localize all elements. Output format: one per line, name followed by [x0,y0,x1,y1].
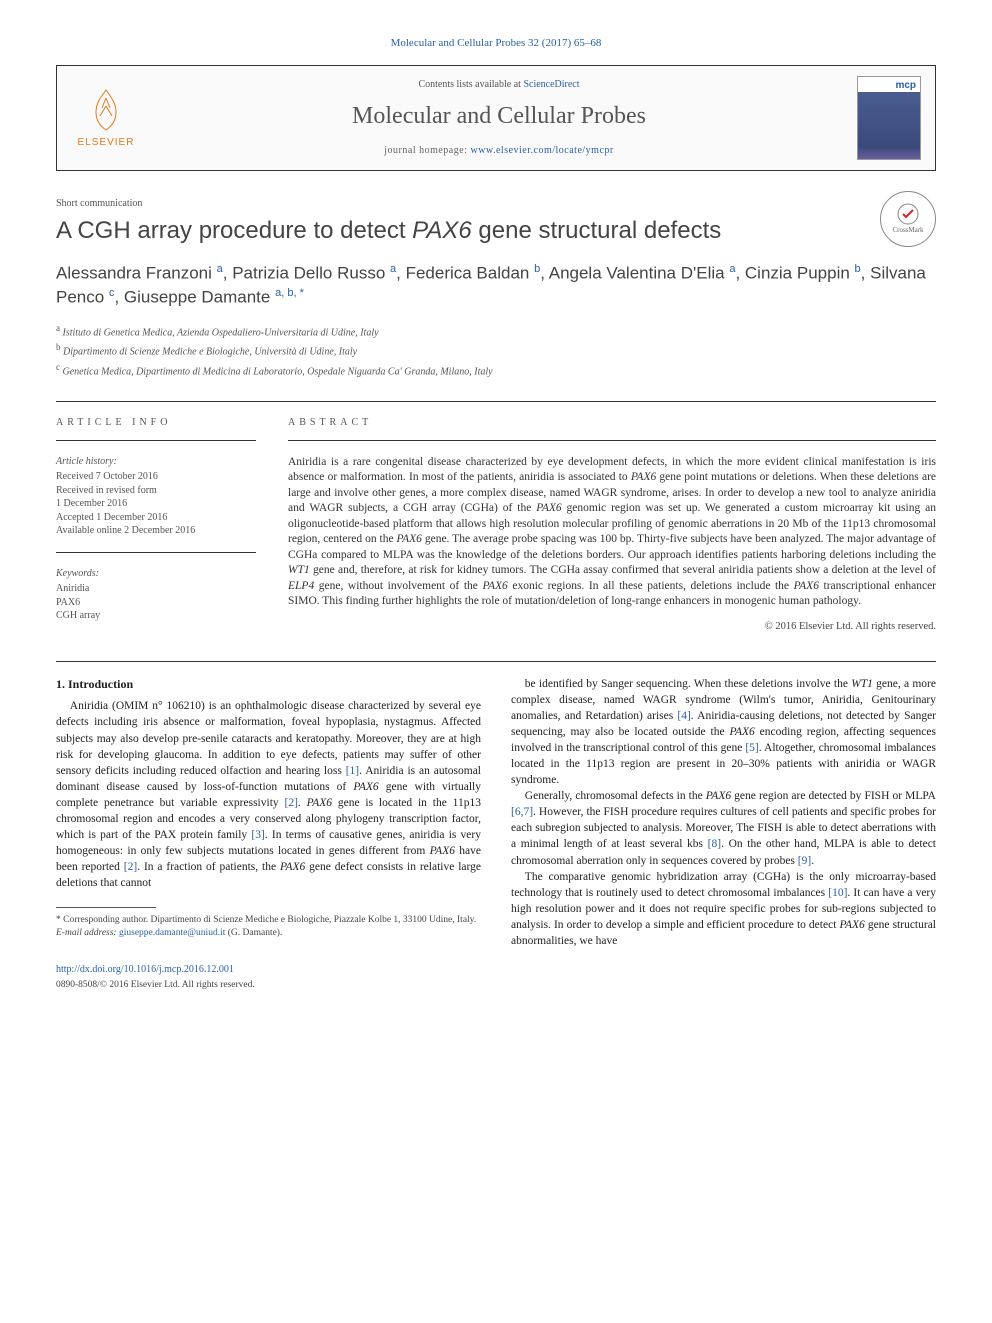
article-info-heading: ARTICLE INFO [56,416,256,430]
article-title: A CGH array procedure to detect PAX6 gen… [56,216,936,246]
paragraph: be identified by Sanger sequencing. When… [511,676,936,789]
divider [288,440,936,441]
footnote-corr: * Corresponding author. Dipartimento di … [56,914,481,926]
homepage-prefix: journal homepage: [384,145,470,156]
email-label: E-mail address: [56,928,117,938]
body-text: 1. Introduction Aniridia (OMIM n° 106210… [56,676,936,950]
journal-title: Molecular and Cellular Probes [159,100,839,132]
article-history: Article history: Received 7 October 2016… [56,455,256,538]
article-type: Short communication [56,197,936,211]
history-line: Received in revised form [56,484,256,498]
history-line: Accepted 1 December 2016 [56,511,256,525]
email-name: (G. Damante). [228,928,283,938]
journal-header: ELSEVIER Contents lists available at Sci… [56,65,936,171]
divider [56,440,256,441]
history-line: 1 December 2016 [56,497,256,511]
keyword: Aniridia [56,582,256,596]
article-info-column: ARTICLE INFO Article history: Received 7… [56,416,256,637]
history-label: Article history: [56,455,256,469]
abstract-copyright: © 2016 Elsevier Ltd. All rights reserved… [288,620,936,634]
divider [56,552,256,553]
divider [56,661,936,662]
keyword: CGH array [56,609,256,623]
sciencedirect-link[interactable]: ScienceDirect [523,79,579,90]
abstract-text: Aniridia is a rare congenital disease ch… [288,455,936,610]
header-center: Contents lists available at ScienceDirec… [159,78,839,157]
keywords-block: Keywords: Aniridia PAX6 CGH array [56,567,256,623]
crossmark-label: CrossMark [892,226,923,235]
homepage-line: journal homepage: www.elsevier.com/locat… [159,144,839,158]
info-abstract-row: ARTICLE INFO Article history: Received 7… [56,416,936,637]
keyword: PAX6 [56,596,256,610]
paragraph: Aniridia (OMIM n° 106210) is an ophthalm… [56,698,481,891]
journal-reference: Molecular and Cellular Probes 32 (2017) … [56,36,936,51]
journal-cover-thumb[interactable] [857,76,921,160]
elsevier-logo[interactable]: ELSEVIER [71,78,141,158]
authors: Alessandra Franzoni a, Patrizia Dello Ru… [56,262,936,309]
abstract-heading: ABSTRACT [288,416,936,430]
contents-prefix: Contents lists available at [418,79,523,90]
contents-line: Contents lists available at ScienceDirec… [159,78,839,92]
doi-link[interactable]: http://dx.doi.org/10.1016/j.mcp.2016.12.… [56,963,936,977]
crossmark-icon [896,202,920,226]
affiliations: a Istituto di Genetica Medica, Azienda O… [56,322,936,379]
keywords-label: Keywords: [56,567,256,581]
tree-icon [82,86,130,134]
history-line: Available online 2 December 2016 [56,524,256,538]
footnote-separator [56,907,156,908]
footnote-email: E-mail address: giuseppe.damante@uniud.i… [56,927,481,939]
paragraph: Generally, chromosomal defects in the PA… [511,788,936,868]
crossmark-badge[interactable]: CrossMark [880,191,936,247]
history-line: Received 7 October 2016 [56,470,256,484]
affiliation: b Dipartimento di Scienze Mediche e Biol… [56,341,936,359]
elsevier-label: ELSEVIER [78,136,135,150]
section-heading: 1. Introduction [56,676,481,693]
abstract-column: ABSTRACT Aniridia is a rare congenital d… [288,416,936,637]
corresponding-author-footnote: * Corresponding author. Dipartimento di … [56,914,481,939]
affiliation: a Istituto di Genetica Medica, Azienda O… [56,322,936,340]
homepage-link[interactable]: www.elsevier.com/locate/ymcpr [470,145,613,156]
divider [56,401,936,402]
email-link[interactable]: giuseppe.damante@uniud.it [119,928,225,938]
affiliation: c Genetica Medica, Dipartimento di Medic… [56,361,936,379]
bottom-copyright: 0890-8508/© 2016 Elsevier Ltd. All right… [56,979,936,992]
paragraph: The comparative genomic hybridization ar… [511,869,936,949]
